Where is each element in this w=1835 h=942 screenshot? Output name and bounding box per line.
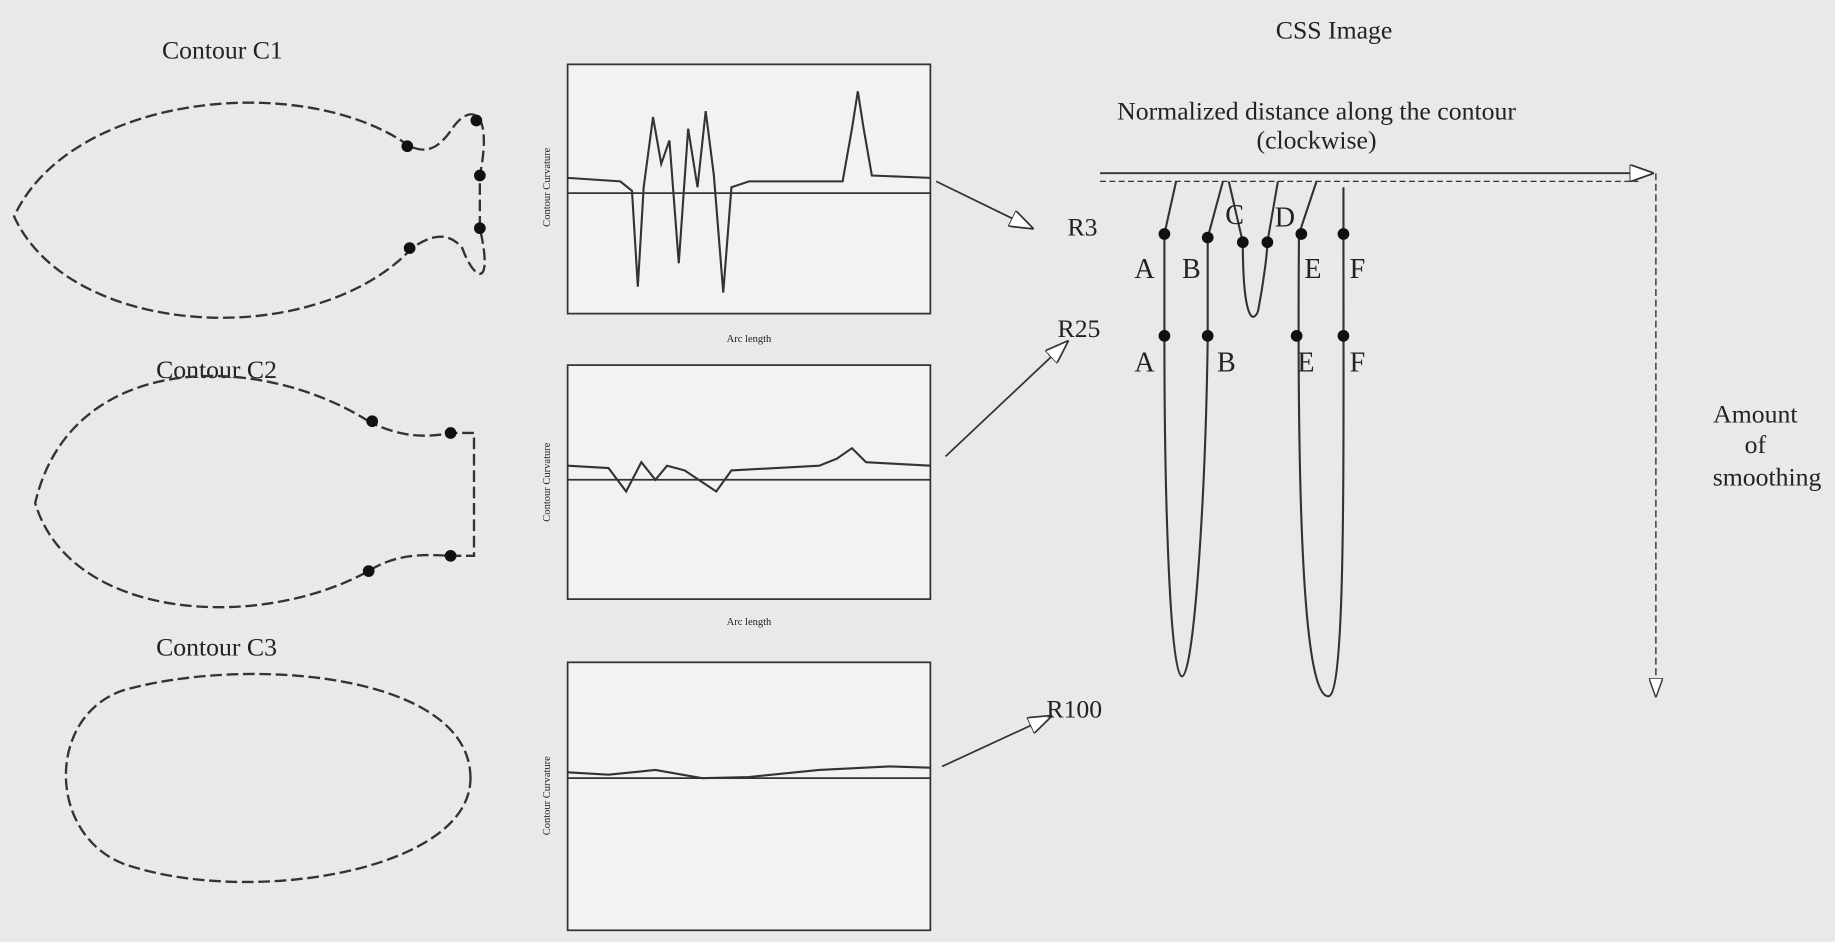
point-label: D (1275, 202, 1295, 233)
axis-label: (clockwise) (1257, 126, 1377, 155)
y-axis-label: Contour Curvature (542, 756, 553, 835)
x-axis-label: Arc length (727, 617, 772, 628)
contour-shape (33, 374, 476, 609)
x-axis-label: Arc length (727, 334, 772, 345)
contour-shape (64, 672, 472, 884)
point-label: B (1217, 348, 1236, 379)
smoothing-label: smoothing (1713, 463, 1822, 492)
css-contours (1163, 181, 1345, 698)
point-label: C (1225, 200, 1244, 231)
point-label: A (1134, 348, 1155, 379)
y-axis-label: Contour Curvature (542, 147, 553, 226)
level-label: R25 (1058, 314, 1101, 343)
level-label: R100 (1046, 694, 1102, 723)
contour-label: Contour C1 (162, 36, 283, 65)
arrow (941, 716, 1051, 768)
point-label: B (1182, 254, 1201, 285)
level-label: R3 (1067, 212, 1097, 241)
smoothing-label: Amount (1713, 399, 1797, 428)
curvature-plot: Contour Curvature Arc length (542, 364, 932, 628)
point-label: A (1134, 254, 1155, 285)
contour-points (362, 415, 457, 577)
contour-label: Contour C3 (156, 632, 277, 661)
zero-crossings (1158, 228, 1350, 342)
curvature-plot: Contour Curvature (542, 661, 932, 932)
point-label: E (1304, 254, 1321, 285)
contour-points (401, 114, 486, 254)
arrow (944, 342, 1068, 458)
curvature-plot: Contour Curvature Arc length (542, 63, 932, 345)
css-title: CSS Image (1276, 16, 1393, 45)
point-label: E (1297, 348, 1314, 379)
y-axis-label: Contour Curvature (542, 442, 553, 521)
arrow (935, 180, 1032, 228)
axis-label: Normalized distance along the contour (1117, 96, 1516, 125)
smoothing-label: of (1745, 430, 1767, 459)
point-label: F (1350, 348, 1366, 379)
contour-shape (12, 101, 486, 319)
point-label: F (1350, 254, 1366, 285)
